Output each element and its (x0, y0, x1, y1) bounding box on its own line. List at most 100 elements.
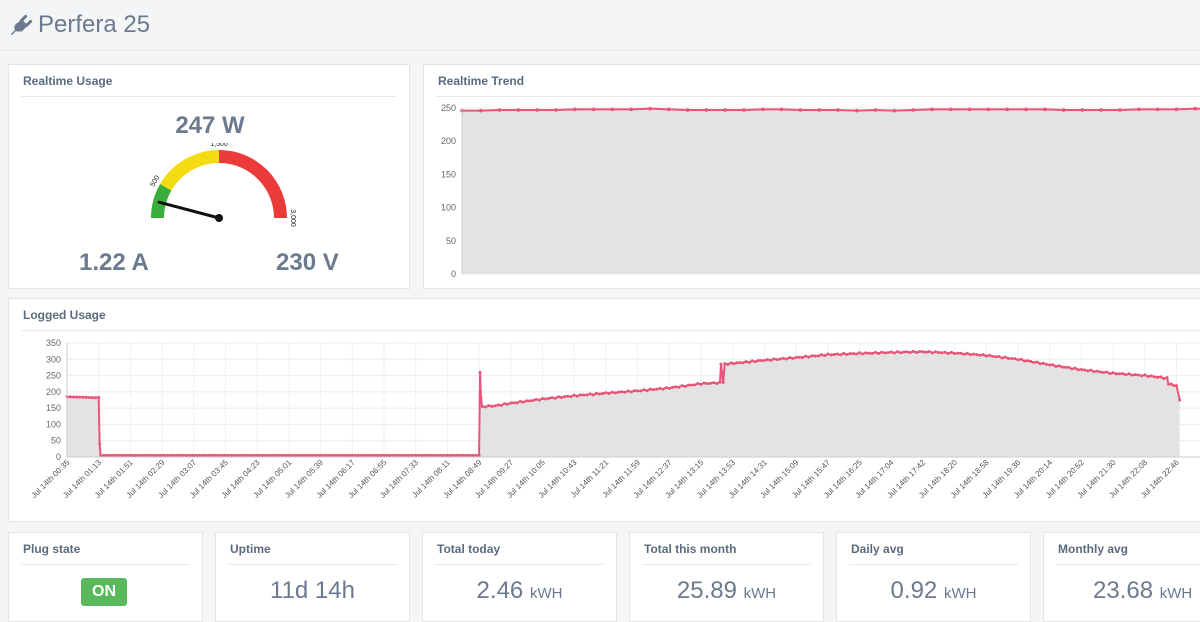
total-today-value: 2.46 kWH (423, 577, 616, 605)
logged-point (1111, 371, 1115, 375)
logged-point (829, 353, 833, 357)
logged-point (87, 396, 91, 400)
logged-point (858, 351, 861, 355)
logged-point (181, 453, 185, 457)
logged-point (521, 400, 525, 404)
logged-point (848, 352, 852, 356)
trend-point (1118, 108, 1122, 112)
trend-line (462, 107, 1200, 112)
trend-point (1174, 107, 1179, 112)
logged-point (318, 453, 322, 457)
logged-point (426, 453, 430, 457)
logged-point (832, 352, 836, 356)
logged-point (153, 453, 157, 457)
logged-point (1143, 373, 1147, 377)
stat-unit: kWH (529, 585, 563, 602)
logged-point (458, 453, 462, 457)
logged-point (934, 350, 938, 354)
logged-point (525, 399, 529, 403)
trend-point (1061, 108, 1066, 112)
trend-point (761, 107, 765, 112)
logged-point (943, 350, 947, 354)
logged-point (689, 383, 693, 387)
logged-point (719, 362, 723, 366)
logged-line (66, 350, 1181, 457)
logged-point (264, 453, 268, 457)
logged-point (1079, 367, 1083, 371)
trend-point (1099, 108, 1103, 112)
plug-state-toggle-button[interactable]: ON (81, 578, 127, 606)
divider (21, 96, 397, 97)
logged-point (1149, 374, 1153, 378)
stat-card-plug-state: Plug state ON (8, 532, 203, 622)
logged-point (143, 453, 147, 457)
logged-point (191, 453, 195, 457)
logged-point (1133, 373, 1137, 377)
logged-point (1167, 382, 1171, 386)
logged-point (410, 453, 414, 457)
trend-point (535, 108, 539, 112)
logged-point (188, 453, 192, 457)
logged-point (886, 351, 890, 355)
trend-point (704, 108, 709, 112)
logged-point (617, 390, 621, 394)
logged-point (1089, 368, 1093, 372)
y-tick-label: 50 (51, 436, 61, 446)
y-tick-label: 100 (441, 203, 456, 213)
logged-point (861, 352, 865, 356)
logged-point (68, 395, 72, 399)
panel-title: Realtime Usage (23, 74, 113, 88)
y-tick-label: 0 (56, 452, 61, 462)
logged-point (254, 453, 258, 457)
logged-point (1114, 372, 1118, 376)
y-tick-label: 300 (46, 354, 61, 364)
logged-point (229, 453, 233, 457)
logged-point (509, 401, 513, 405)
logged-point (1178, 398, 1182, 402)
logged-point (115, 453, 119, 457)
logged-point (537, 398, 541, 402)
logged-point (251, 453, 255, 457)
logged-point (356, 453, 360, 457)
logged-point (194, 453, 198, 457)
logged-point (702, 381, 706, 385)
logged-point (127, 453, 131, 457)
gauge-needle (157, 200, 221, 220)
logged-point (1102, 370, 1106, 374)
logged-point (1124, 373, 1128, 377)
logged-point (121, 453, 125, 457)
logged-point (334, 453, 338, 457)
logged-point (337, 453, 341, 457)
trend-point (911, 108, 915, 112)
stat-unit: kWH (943, 585, 977, 602)
logged-point (645, 389, 649, 393)
logged-point (975, 353, 979, 357)
gauge-band (160, 150, 219, 191)
stat-title: Plug state (23, 542, 81, 556)
logged-point (911, 349, 915, 353)
y-tick-label: 250 (441, 103, 456, 113)
logged-point (204, 453, 208, 457)
logged-point (328, 453, 332, 457)
logged-point (867, 351, 871, 355)
logged-point (972, 352, 976, 356)
trend-point (855, 108, 859, 113)
logged-point (766, 357, 770, 361)
logged-point (781, 356, 785, 360)
logged-point (732, 362, 736, 366)
logged-point (267, 453, 271, 457)
divider (436, 96, 1200, 97)
logged-point (108, 453, 112, 457)
logged-point (289, 453, 293, 457)
app-header: Perfera 25 (0, 0, 1200, 51)
logged-point (639, 389, 643, 393)
logged-point (1032, 360, 1036, 364)
stat-title: Daily avg (851, 542, 904, 556)
logged-point (642, 388, 646, 392)
trend-point (1080, 108, 1085, 112)
logged-point (331, 453, 335, 457)
logged-point (369, 453, 373, 457)
logged-point (1155, 375, 1159, 379)
logged-point (693, 383, 697, 387)
